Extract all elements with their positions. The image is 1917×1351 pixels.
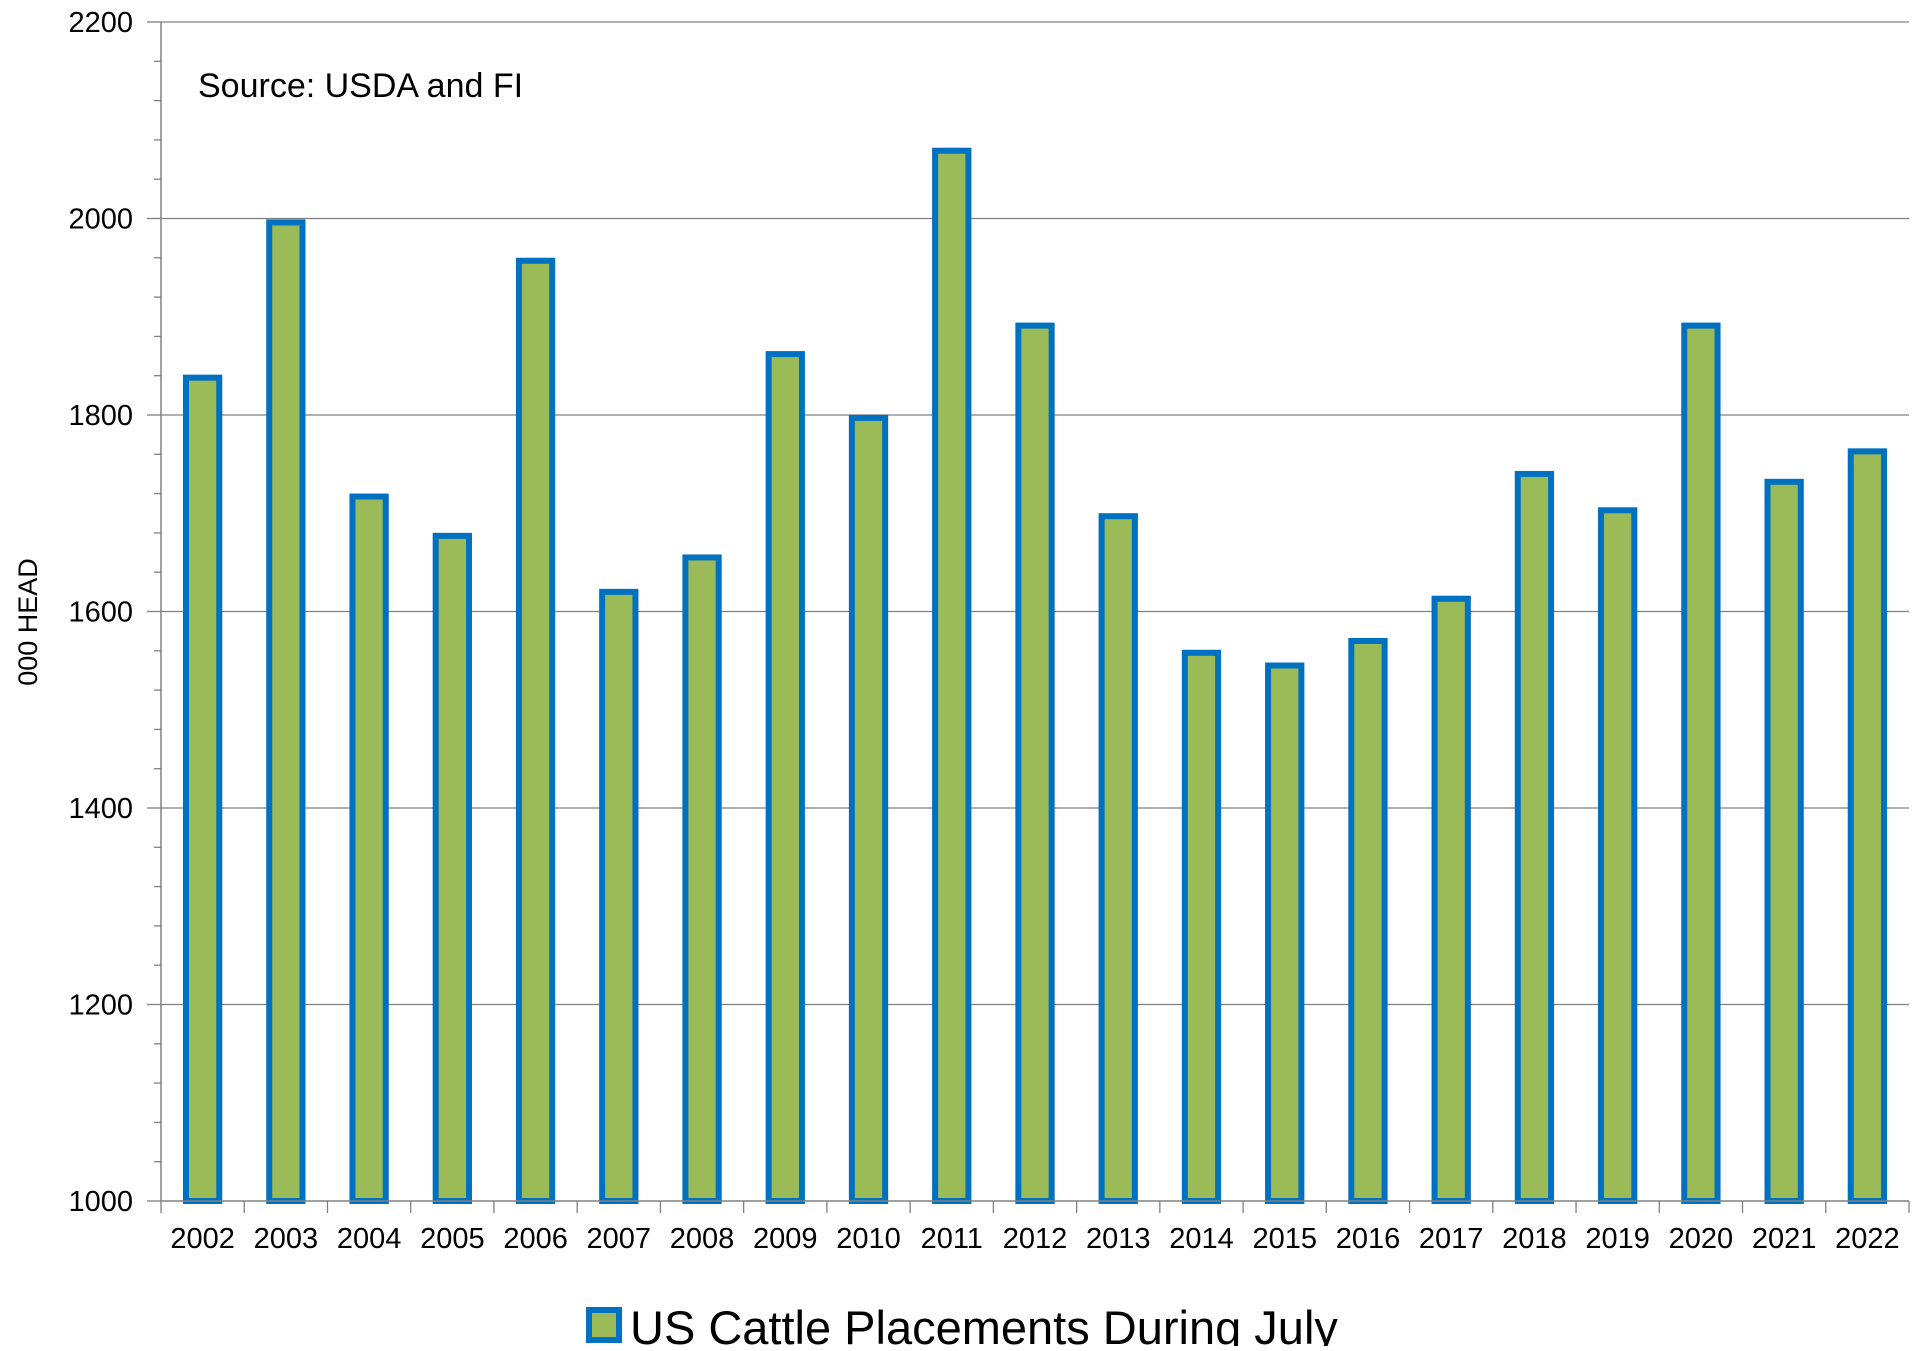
y-tick-label: 2200 (68, 7, 133, 39)
bars (182, 147, 1888, 1205)
bar-2015 (1265, 662, 1305, 1204)
x-tick-label: 2021 (1752, 1223, 1817, 1255)
bar-2020 (1681, 322, 1721, 1204)
legend-swatch (586, 1307, 622, 1343)
bar-2016 (1348, 637, 1388, 1204)
x-tick-label: 2022 (1835, 1223, 1900, 1255)
x-tick-label: 2018 (1502, 1223, 1567, 1255)
legend: US Cattle Placements During July (586, 1301, 1338, 1351)
bar-2004 (349, 493, 389, 1204)
x-tick-label: 2020 (1669, 1223, 1734, 1255)
bar-2012 (1015, 322, 1055, 1204)
y-tick-label: 1000 (68, 1186, 133, 1218)
y-axis-title: 000 HEAD (13, 558, 43, 686)
bar-2021 (1764, 478, 1804, 1204)
x-tick-label: 2015 (1252, 1223, 1317, 1255)
x-tick-label: 2012 (1003, 1223, 1068, 1255)
x-tick-label: 2019 (1585, 1223, 1650, 1255)
y-tick-label: 1800 (68, 400, 133, 432)
bar-2003 (266, 219, 306, 1204)
bar-2009 (765, 351, 805, 1204)
y-tick-label: 1200 (68, 990, 133, 1022)
bar-2022 (1847, 448, 1888, 1205)
bar-2007 (599, 588, 639, 1204)
bar-2017 (1431, 595, 1471, 1204)
y-tick-label: 1600 (68, 597, 133, 629)
bar-2013 (1098, 513, 1138, 1204)
x-tick-label: 2006 (503, 1223, 568, 1255)
bar-2011 (932, 147, 972, 1204)
bar-2006 (515, 257, 556, 1204)
y-tick-label: 2000 (68, 204, 133, 236)
legend-label: US Cattle Placements During July (630, 1301, 1338, 1346)
x-tick-label: 2003 (254, 1223, 319, 1255)
y-tick-label: 1400 (68, 793, 133, 825)
x-axis-ticks: 2002 2003 2004 2005 2006 2007 2008 2009 2010 2011… (160, 1201, 1910, 1255)
bar-2005 (432, 532, 472, 1204)
x-tick-label: 2017 (1419, 1223, 1484, 1255)
x-tick-label: 2011 (921, 1223, 983, 1255)
x-tick-label: 2016 (1336, 1223, 1401, 1255)
bar-2019 (1598, 507, 1638, 1204)
x-tick-label: 2002 (170, 1223, 235, 1255)
bar-2014 (1181, 649, 1222, 1204)
y-axis-ticks: 1000 1200 1400 1600 1800 2000 2200 (68, 7, 161, 1218)
x-tick-label: 2004 (337, 1223, 402, 1255)
x-tick-label: 2010 (836, 1223, 901, 1255)
x-tick-label: 2014 (1169, 1223, 1234, 1255)
x-tick-label: 2013 (1086, 1223, 1151, 1255)
bar-2010 (848, 414, 889, 1204)
x-tick-label: 2007 (587, 1223, 652, 1255)
x-tick-label: 2009 (753, 1223, 818, 1255)
source-note: Source: USDA and FI (198, 67, 523, 105)
bar-2002 (182, 374, 223, 1205)
bar-2008 (682, 554, 722, 1204)
bar-2018 (1514, 470, 1555, 1204)
x-tick-label: 2008 (670, 1223, 735, 1255)
x-tick-label: 2005 (420, 1223, 485, 1255)
